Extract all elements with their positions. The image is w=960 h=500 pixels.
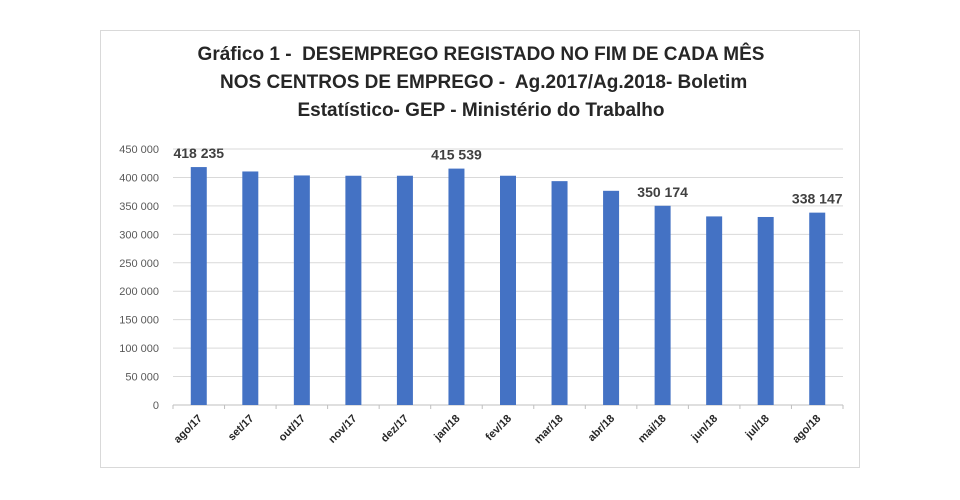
- bar: [293, 175, 310, 405]
- y-tick-label: 450 000: [119, 144, 159, 156]
- x-tick-label: ago/17: [172, 413, 205, 446]
- y-tick-label: 150 000: [119, 315, 159, 327]
- x-tick-label: abr/18: [586, 413, 617, 444]
- bar: [603, 190, 620, 405]
- y-tick-label: 300 000: [119, 229, 159, 241]
- x-tick-label: mar/18: [532, 413, 566, 447]
- chart-title-line-1: Gráfico 1 - DESEMPREGO REGISTADO NO FIM …: [197, 44, 765, 65]
- bar: [448, 168, 465, 405]
- x-tick-label: mai/18: [636, 413, 669, 446]
- bar: [757, 216, 774, 405]
- x-tick-label: dez/17: [379, 413, 411, 445]
- bar: [654, 205, 671, 405]
- x-tick-label: set/17: [226, 413, 257, 444]
- y-tick-label: 250 000: [119, 258, 159, 270]
- data-label: 350 174: [637, 184, 688, 200]
- bar: [190, 167, 207, 405]
- x-tick-label: jun/18: [689, 413, 721, 445]
- bar-chart: 0 50 000 100 000 150 000 200 000 250 000 300 0…: [119, 144, 844, 447]
- y-tick-label: 200 000: [119, 286, 159, 298]
- bar: [345, 175, 362, 405]
- chart-frame: Gráfico 1 - DESEMPREGO REGISTADO NO FIM …: [100, 30, 860, 468]
- data-label: 415 539: [431, 147, 482, 163]
- chart-title-line-2: NOS CENTROS DE EMPREGO - Ag.2017/Ag.2018…: [214, 72, 748, 93]
- bar: [551, 181, 568, 405]
- chart-title-line-3: Estatístico- GEP - Ministério do Trabalh…: [297, 100, 665, 121]
- y-tick-label: 100 000: [119, 343, 159, 355]
- chart-title: Gráfico 1 - DESEMPREGO REGISTADO NO FIM …: [101, 41, 861, 125]
- x-tick-label: jan/18: [431, 413, 462, 444]
- bar: [396, 175, 413, 405]
- bar: [500, 175, 516, 405]
- y-tick-label: 0: [153, 400, 159, 412]
- bar: [809, 212, 826, 405]
- data-label: 338 147: [792, 191, 843, 207]
- y-tick-label: 50 000: [125, 372, 159, 384]
- x-tick-label: fev/18: [484, 413, 515, 444]
- bar: [242, 171, 259, 405]
- y-tick-label: 400 000: [119, 172, 159, 184]
- data-label: 418 235: [173, 145, 224, 161]
- x-tick-label: ago/18: [790, 413, 823, 446]
- bar: [706, 216, 723, 405]
- x-tick-label: jul/18: [743, 413, 772, 442]
- y-tick-label: 350 000: [119, 201, 159, 213]
- x-tick-label: nov/17: [326, 413, 359, 446]
- x-tick-label: out/17: [277, 413, 308, 444]
